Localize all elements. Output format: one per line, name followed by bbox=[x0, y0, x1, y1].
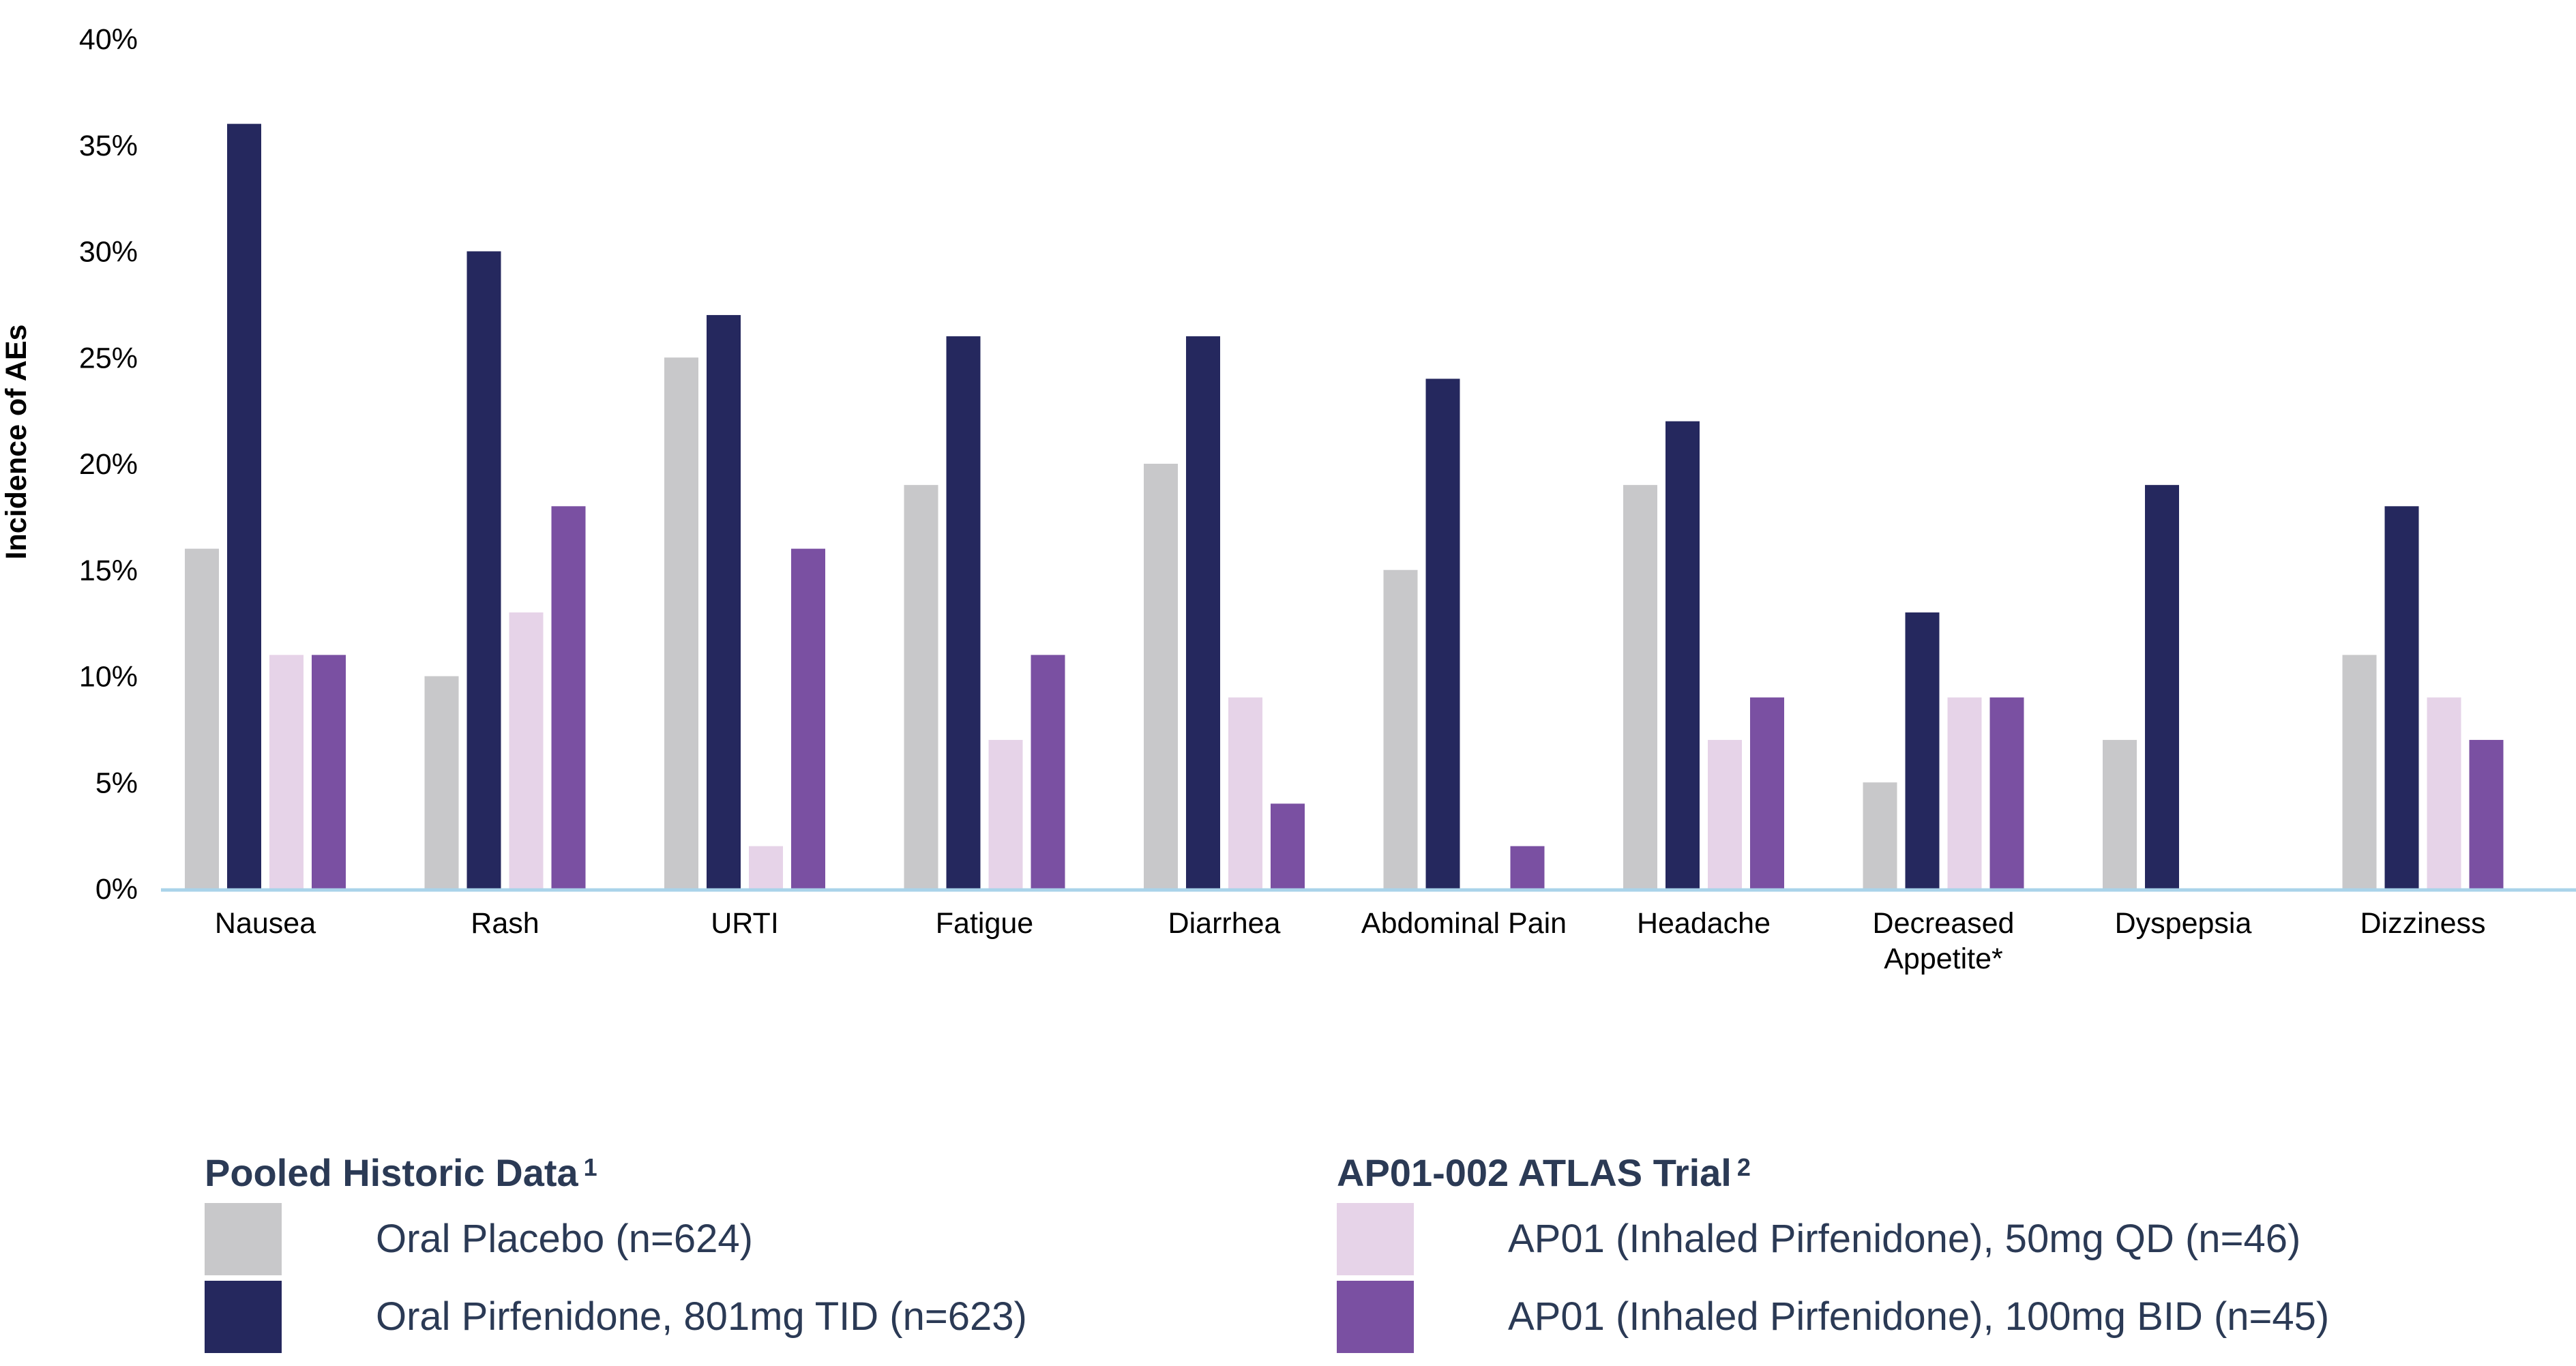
bar bbox=[1144, 464, 1178, 889]
legend-title-atlas-text: AP01-002 ATLAS Trial bbox=[1337, 1151, 1732, 1194]
bar bbox=[2145, 485, 2179, 889]
x-category-label: Decreased Appetite* bbox=[1873, 907, 2015, 975]
legend-group-pooled: Pooled Historic Data 1 Oral Placebo (n=62… bbox=[205, 1146, 1027, 1355]
y-tick-label: 0% bbox=[95, 873, 138, 906]
legend-swatch-ap01-100mg bbox=[1337, 1280, 1414, 1353]
category-labels: Nausea Rash URTI Fatigue Diarrhea Abdominal P… bbox=[215, 907, 2486, 975]
bar bbox=[1665, 421, 1700, 889]
legend-label-ap01-100mg: AP01 (Inhaled Pirfenidone), 100mg BID (n… bbox=[1508, 1294, 2330, 1339]
bar bbox=[509, 612, 544, 889]
bar bbox=[1863, 782, 1897, 889]
y-tick-label: 30% bbox=[79, 236, 138, 269]
x-category-label: Dyspepsia bbox=[2115, 907, 2252, 940]
bar bbox=[269, 655, 304, 889]
legend-footnote-2: 2 bbox=[1736, 1153, 1751, 1181]
legend-label-ap01-50mg: AP01 (Inhaled Pirfenidone), 50mg QD (n=4… bbox=[1508, 1217, 2301, 1261]
bar bbox=[1623, 485, 1657, 889]
x-category-label: Nausea bbox=[215, 907, 316, 940]
bar bbox=[904, 485, 938, 889]
bar bbox=[1708, 739, 1742, 889]
legend-swatch-oral-placebo bbox=[205, 1202, 282, 1275]
y-axis-label: Incidence of AEs bbox=[0, 325, 33, 560]
bar bbox=[1905, 612, 1940, 889]
bar bbox=[2103, 739, 2137, 889]
y-tick-label: 35% bbox=[79, 130, 138, 162]
bar bbox=[664, 357, 698, 889]
bar bbox=[551, 506, 586, 889]
y-tick-label: 15% bbox=[79, 554, 138, 587]
bar bbox=[791, 548, 825, 889]
bar bbox=[1510, 846, 1545, 889]
legend-footnote-1: 1 bbox=[583, 1153, 597, 1181]
legend-title-pooled: Pooled Historic Data 1 bbox=[205, 1146, 1027, 1200]
bar bbox=[227, 123, 261, 889]
bar bbox=[2427, 697, 2461, 889]
legend-title-pooled-text: Pooled Historic Data bbox=[205, 1151, 578, 1194]
bar bbox=[1750, 697, 1784, 889]
bar bbox=[988, 739, 1023, 889]
bar bbox=[707, 314, 741, 889]
x-category-label: Abdominal Pain bbox=[1361, 907, 1567, 940]
y-axis-ticks: 0% 5% 10% 15% 20% 25% 30% 35% 40% bbox=[79, 23, 138, 906]
x-category-label: Dizziness bbox=[2360, 907, 2486, 940]
bar bbox=[749, 846, 783, 889]
x-category-label: Diarrhea bbox=[1168, 907, 1281, 940]
bar bbox=[1186, 336, 1220, 889]
bar bbox=[1383, 569, 1418, 889]
bar bbox=[2384, 506, 2419, 889]
legend-label-oral-placebo: Oral Placebo (n=624) bbox=[376, 1217, 753, 1261]
y-tick-label: 10% bbox=[79, 661, 138, 694]
bar bbox=[185, 548, 219, 889]
bar bbox=[2469, 739, 2504, 889]
bar bbox=[312, 655, 346, 889]
x-category-label: Rash bbox=[471, 907, 539, 940]
bar bbox=[1228, 697, 1262, 889]
legend-item-oral-placebo: Oral Placebo (n=624) bbox=[205, 1200, 1027, 1277]
x-category-label: Fatigue bbox=[936, 907, 1033, 940]
legend-swatch-ap01-50mg bbox=[1337, 1202, 1414, 1275]
x-category-label: Headache bbox=[1637, 907, 1771, 940]
y-tick-label: 20% bbox=[79, 448, 138, 481]
bar bbox=[1947, 697, 1982, 889]
y-tick-label: 5% bbox=[95, 767, 138, 799]
bar bbox=[1989, 697, 2024, 889]
legend-group-atlas: AP01-002 ATLAS Trial 2 AP01 (Inhaled Pirf… bbox=[1337, 1146, 2329, 1355]
legend-item-ap01-100mg: AP01 (Inhaled Pirfenidone), 100mg BID (n… bbox=[1337, 1278, 2329, 1355]
y-tick-label: 25% bbox=[79, 342, 138, 374]
bar bbox=[2342, 655, 2377, 889]
y-tick-label: 40% bbox=[79, 23, 138, 56]
bar bbox=[424, 676, 459, 889]
bar bbox=[1031, 655, 1065, 889]
legend-title-atlas: AP01-002 ATLAS Trial 2 bbox=[1337, 1146, 2329, 1200]
bar-chart: 0% 5% 10% 15% 20% 25% 30% 35% 40% Nausea Rash URTI… bbox=[0, 23, 2576, 975]
bars bbox=[185, 123, 2504, 889]
legend-label-oral-pirfenidone: Oral Pirfenidone, 801mg TID (n=623) bbox=[376, 1294, 1027, 1339]
legend-swatch-oral-pirfenidone bbox=[205, 1280, 282, 1353]
bar bbox=[467, 251, 501, 889]
bar bbox=[946, 336, 981, 889]
legend-item-ap01-50mg: AP01 (Inhaled Pirfenidone), 50mg QD (n=4… bbox=[1337, 1200, 2329, 1277]
bar bbox=[1425, 378, 1460, 889]
bar bbox=[1271, 803, 1305, 889]
x-category-label: URTI bbox=[711, 907, 779, 940]
legend-item-oral-pirfenidone: Oral Pirfenidone, 801mg TID (n=623) bbox=[205, 1278, 1027, 1355]
